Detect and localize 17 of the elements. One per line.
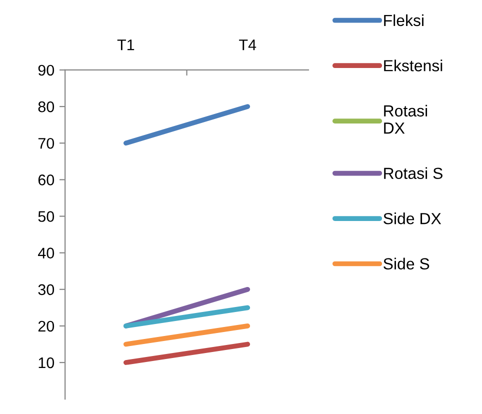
x-tick-label: T4 xyxy=(239,40,256,50)
x-tick-label: T1 xyxy=(117,40,134,50)
y-tick-label: 20 xyxy=(38,320,54,332)
y-tick-label: 70 xyxy=(38,138,54,149)
y-tick-label: 80 xyxy=(38,101,54,112)
y-tick-label: 60 xyxy=(38,174,54,186)
legend-label: Side S xyxy=(384,258,430,270)
legend-label: Fleksi xyxy=(384,14,424,26)
legend-label: Rotasi DX xyxy=(384,104,428,134)
y-tick-label: 40 xyxy=(38,248,54,258)
y-tick-label: 10 xyxy=(38,357,54,368)
y-tick-label: 90 xyxy=(38,64,54,76)
legend-label: Ekstensi xyxy=(384,60,442,72)
y-tick-label: 50 xyxy=(38,211,54,222)
y-tick-label: 30 xyxy=(38,284,54,296)
legend-label: Rotasi S xyxy=(384,167,442,180)
legend-label: Side DX xyxy=(384,212,442,224)
